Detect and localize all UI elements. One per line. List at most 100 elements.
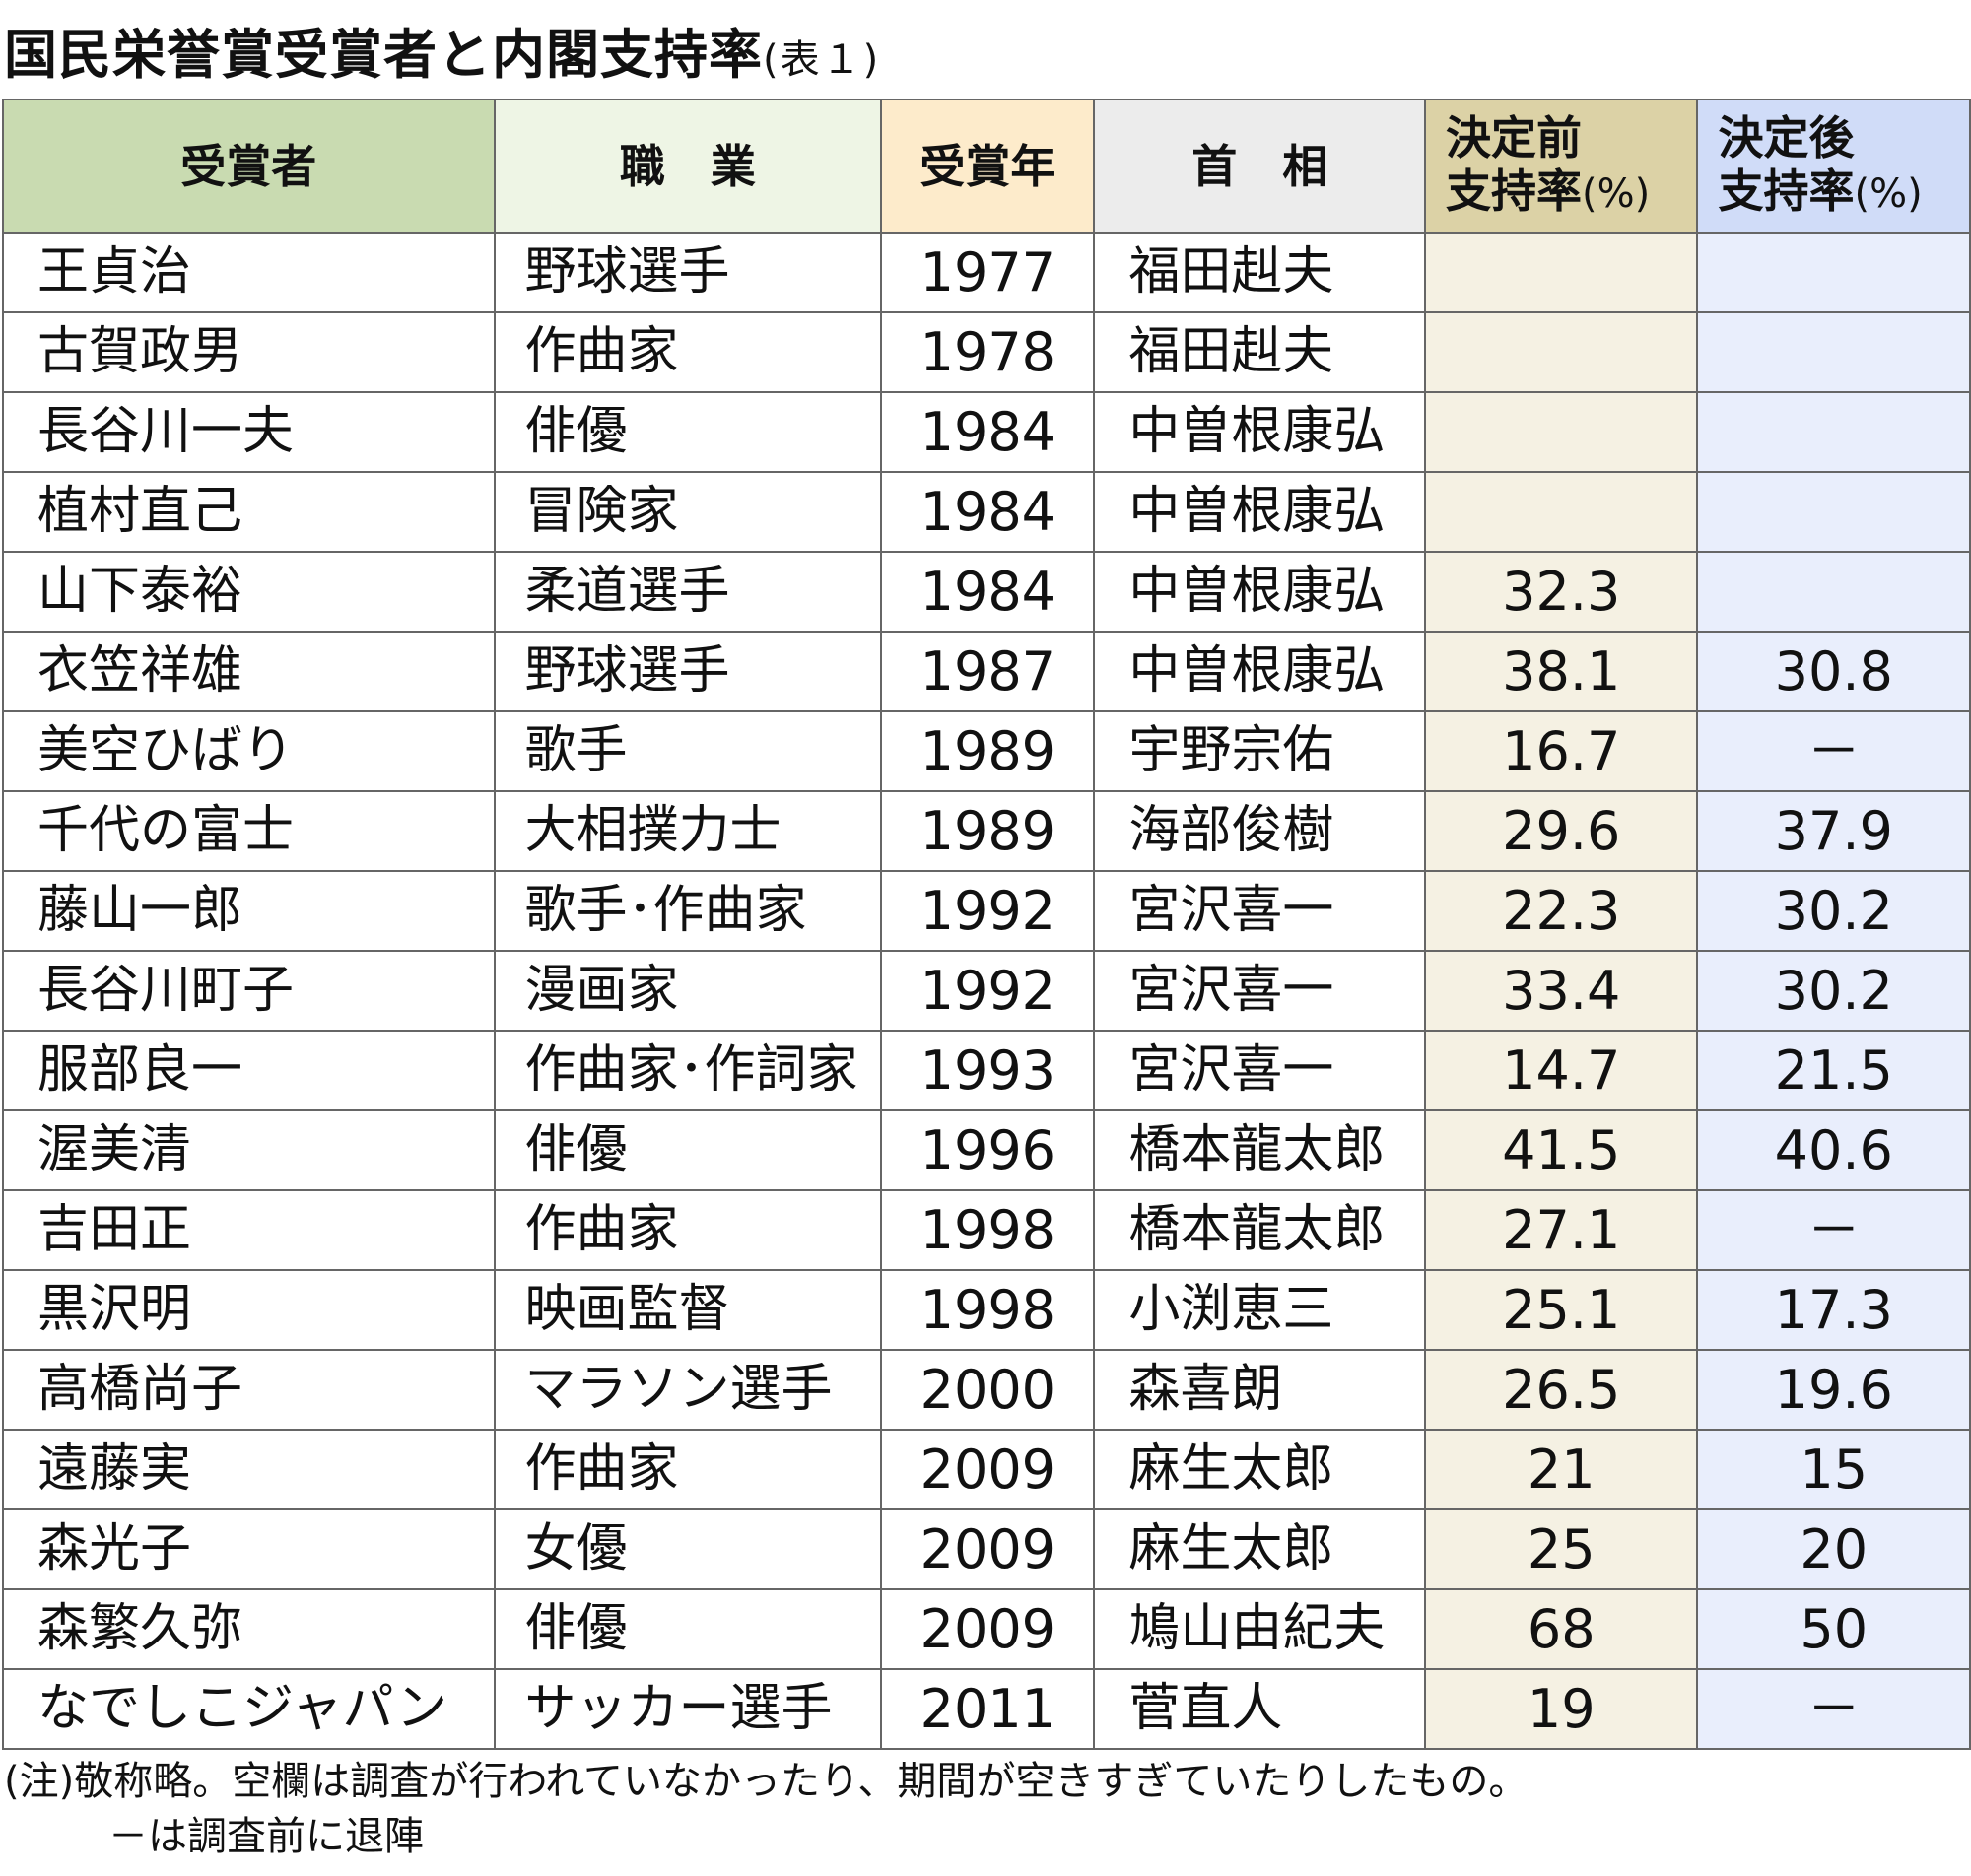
cell-after-rate: [1696, 471, 1971, 553]
cell-after-rate: －: [1696, 1668, 1971, 1750]
cell-prime-minister: 中曽根康弘: [1093, 391, 1426, 473]
cell-recipient: 長谷川町子: [2, 950, 496, 1032]
cell-after-rate: 30.2: [1696, 950, 1971, 1032]
header-before-line2: 支持率: [1445, 165, 1582, 218]
cell-after-rate: [1696, 551, 1971, 633]
cell-after-rate: [1696, 232, 1971, 313]
table-row: 長谷川町子 漫画家 1992 宮沢喜一 33.4 30.2: [2, 950, 1971, 1032]
cell-prime-minister: 鳩山由紀夫: [1093, 1588, 1426, 1670]
cell-prime-minister: 麻生太郎: [1093, 1508, 1426, 1590]
table-row: 黒沢明 映画監督 1998 小渕恵三 25.1 17.3: [2, 1269, 1971, 1351]
cell-occupation: 漫画家: [493, 950, 883, 1032]
cell-after-rate: 37.9: [1696, 790, 1971, 872]
table-row: 遠藤実 作曲家 2009 麻生太郎 21 15: [2, 1429, 1971, 1510]
cell-occupation: 女優: [493, 1508, 883, 1590]
cell-before-rate: 19: [1423, 1668, 1699, 1750]
cell-year: 2009: [880, 1429, 1096, 1510]
cell-recipient: 遠藤実: [2, 1429, 496, 1510]
cell-recipient: 黒沢明: [2, 1269, 496, 1351]
cell-before-rate: 14.7: [1423, 1030, 1699, 1111]
cell-prime-minister: 橋本龍太郎: [1093, 1189, 1426, 1271]
header-before-pct: (%): [1581, 171, 1651, 217]
cell-recipient: 王貞治: [2, 232, 496, 313]
cell-prime-minister: 中曽根康弘: [1093, 551, 1426, 633]
cell-before-rate: 21: [1423, 1429, 1699, 1510]
cell-year: 1984: [880, 551, 1096, 633]
table-row: 植村直己 冒険家 1984 中曽根康弘: [2, 471, 1971, 553]
cell-occupation: 冒険家: [493, 471, 883, 553]
cell-after-rate: －: [1696, 1189, 1971, 1271]
cell-before-rate: 16.7: [1423, 710, 1699, 792]
cell-recipient: 藤山一郎: [2, 870, 496, 952]
cell-occupation: 大相撲力士: [493, 790, 883, 872]
cell-recipient: 長谷川一夫: [2, 391, 496, 473]
cell-before-rate: 32.3: [1423, 551, 1699, 633]
table-row: 古賀政男 作曲家 1978 福田赳夫: [2, 311, 1971, 393]
cell-year: 1984: [880, 471, 1096, 553]
table-row: なでしこジャパン サッカー選手 2011 菅直人 19 －: [2, 1668, 1971, 1750]
cell-before-rate: 25: [1423, 1508, 1699, 1590]
cell-occupation: 作曲家･作詞家: [493, 1030, 883, 1111]
cell-recipient: 古賀政男: [2, 311, 496, 393]
cell-prime-minister: 中曽根康弘: [1093, 631, 1426, 712]
cell-year: 2000: [880, 1349, 1096, 1431]
cell-recipient: 渥美清: [2, 1109, 496, 1191]
table-row: 渥美清 俳優 1996 橋本龍太郎 41.5 40.6: [2, 1109, 1971, 1191]
cell-year: 2009: [880, 1508, 1096, 1590]
cell-after-rate: 30.8: [1696, 631, 1971, 712]
cell-year: 1984: [880, 391, 1096, 473]
cell-recipient: 吉田正: [2, 1189, 496, 1271]
cell-occupation: 歌手: [493, 710, 883, 792]
cell-recipient: 高橋尚子: [2, 1349, 496, 1431]
cell-before-rate: [1423, 391, 1699, 473]
cell-before-rate: 26.5: [1423, 1349, 1699, 1431]
table-row: 森光子 女優 2009 麻生太郎 25 20: [2, 1508, 1971, 1590]
cell-occupation: マラソン選手: [493, 1349, 883, 1431]
cell-year: 1998: [880, 1269, 1096, 1351]
header-before: 決定前 支持率(%): [1423, 99, 1699, 234]
title-text: 国民栄誉賞受賞者と内閣支持率: [4, 24, 763, 86]
cell-before-rate: 33.4: [1423, 950, 1699, 1032]
cell-year: 1992: [880, 870, 1096, 952]
cell-prime-minister: 福田赳夫: [1093, 311, 1426, 393]
cell-prime-minister: 橋本龍太郎: [1093, 1109, 1426, 1191]
cell-after-rate: －: [1696, 710, 1971, 792]
cell-prime-minister: 海部俊樹: [1093, 790, 1426, 872]
table-row: 衣笠祥雄 野球選手 1987 中曽根康弘 38.1 30.8: [2, 631, 1971, 712]
cell-after-rate: 40.6: [1696, 1109, 1971, 1191]
cell-year: 2011: [880, 1668, 1096, 1750]
cell-after-rate: 15: [1696, 1429, 1971, 1510]
cell-before-rate: 68: [1423, 1588, 1699, 1670]
cell-prime-minister: 宮沢喜一: [1093, 1030, 1426, 1111]
header-pm: 首 相: [1093, 99, 1426, 234]
cell-year: 2009: [880, 1588, 1096, 1670]
header-before-line1: 決定前: [1445, 111, 1582, 165]
cell-occupation: 柔道選手: [493, 551, 883, 633]
cell-after-rate: [1696, 391, 1971, 473]
table-row: 美空ひばり 歌手 1989 宇野宗佑 16.7 －: [2, 710, 1971, 792]
header-after-line1: 決定後: [1718, 111, 1855, 165]
cell-occupation: 野球選手: [493, 232, 883, 313]
cell-year: 1978: [880, 311, 1096, 393]
table-row: 王貞治 野球選手 1977 福田赳夫: [2, 232, 1971, 313]
table-row: 吉田正 作曲家 1998 橋本龍太郎 27.1 －: [2, 1189, 1971, 1271]
table-row: 服部良一 作曲家･作詞家 1993 宮沢喜一 14.7 21.5: [2, 1030, 1971, 1111]
table-row: 長谷川一夫 俳優 1984 中曽根康弘: [2, 391, 1971, 473]
cell-before-rate: [1423, 471, 1699, 553]
cell-year: 1989: [880, 790, 1096, 872]
table-row: 藤山一郎 歌手･作曲家 1992 宮沢喜一 22.3 30.2: [2, 870, 1971, 952]
cell-occupation: 映画監督: [493, 1269, 883, 1351]
award-table: 受賞者 職 業 受賞年 首 相 決定前 支持率(%) 決定後 支持率(%) 王貞治野…: [2, 99, 1971, 1750]
header-after-line2: 支持率: [1718, 165, 1855, 218]
cell-after-rate: 30.2: [1696, 870, 1971, 952]
cell-before-rate: 22.3: [1423, 870, 1699, 952]
cell-before-rate: [1423, 232, 1699, 313]
table-row: 高橋尚子 マラソン選手 2000 森喜朗 26.5 19.6: [2, 1349, 1971, 1431]
header-job: 職 業: [493, 99, 883, 234]
cell-recipient: 山下泰裕: [2, 551, 496, 633]
table-row: 山下泰裕 柔道選手 1984 中曽根康弘 32.3: [2, 551, 1971, 633]
cell-occupation: 作曲家: [493, 1429, 883, 1510]
header-row: 受賞者 職 業 受賞年 首 相 決定前 支持率(%) 決定後 支持率(%): [2, 99, 1971, 234]
footnote-line2: －は調査前に退陣: [108, 1814, 424, 1859]
cell-recipient: 美空ひばり: [2, 710, 496, 792]
